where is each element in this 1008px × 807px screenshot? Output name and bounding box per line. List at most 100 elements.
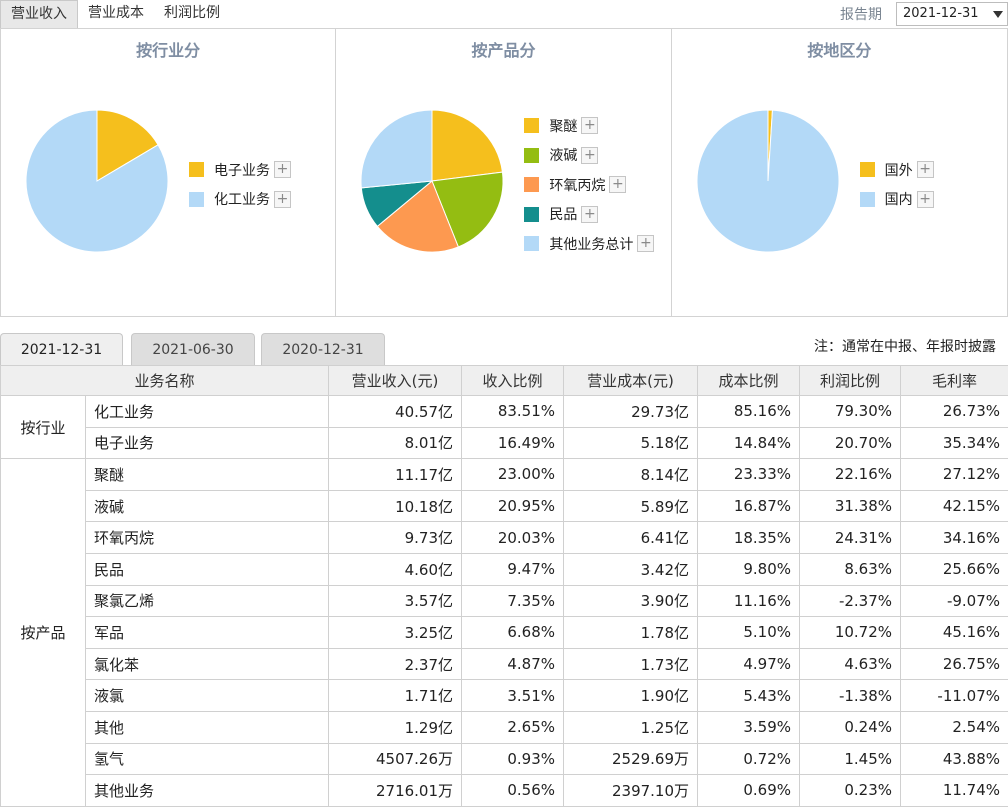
business-name-cell: 军品: [86, 617, 329, 649]
column-header[interactable]: 业务名称: [1, 366, 329, 396]
value-cell: 2397.10万: [564, 775, 698, 807]
value-cell: 0.72%: [698, 743, 800, 775]
business-name-cell: 民品: [86, 553, 329, 585]
value-cell: 8.14亿: [564, 459, 698, 491]
expand-plus-icon[interactable]: +: [581, 117, 598, 134]
business-name-cell: 其他: [86, 711, 329, 743]
expand-plus-icon[interactable]: +: [274, 191, 291, 208]
value-cell: 42.15%: [901, 490, 1008, 522]
value-cell: 1.78亿: [564, 617, 698, 649]
value-cell: 1.73亿: [564, 648, 698, 680]
value-cell: 35.34%: [901, 427, 1008, 459]
value-cell: 9.73亿: [329, 522, 462, 554]
value-cell: 0.23%: [800, 775, 901, 807]
value-cell: 5.43%: [698, 680, 800, 712]
value-cell: 26.75%: [901, 648, 1008, 680]
legend-label: 液碱: [549, 145, 577, 165]
business-name-cell: 氢气: [86, 743, 329, 775]
value-cell: 22.16%: [800, 459, 901, 491]
column-header[interactable]: 营业收入(元): [329, 366, 462, 396]
value-cell: 2.65%: [462, 711, 564, 743]
value-cell: 5.10%: [698, 617, 800, 649]
value-cell: 16.87%: [698, 490, 800, 522]
legend-item[interactable]: 国外 +: [860, 155, 934, 185]
legend-item[interactable]: 环氧丙烷 +: [524, 170, 654, 200]
pie-slice[interactable]: [361, 110, 432, 188]
value-cell: -9.07%: [901, 585, 1008, 617]
value-cell: 16.49%: [462, 427, 564, 459]
value-cell: 4.63%: [800, 648, 901, 680]
chart-by-industry: 按行业分 电子业务 + 化工业务 +: [1, 29, 336, 316]
pie-region: [672, 29, 1008, 316]
business-name-cell: 环氧丙烷: [86, 522, 329, 554]
value-cell: 8.01亿: [329, 427, 462, 459]
top-tabs: 营业收入 营业成本 利润比例: [0, 0, 230, 28]
expand-plus-icon[interactable]: +: [581, 147, 598, 164]
value-cell: 3.51%: [462, 680, 564, 712]
column-header[interactable]: 收入比例: [462, 366, 564, 396]
business-name-cell: 聚氯乙烯: [86, 585, 329, 617]
value-cell: 83.51%: [462, 396, 564, 428]
business-name-cell: 化工业务: [86, 396, 329, 428]
value-cell: 85.16%: [698, 396, 800, 428]
row-group-label: 按行业: [1, 396, 86, 459]
value-cell: 23.00%: [462, 459, 564, 491]
value-cell: 9.80%: [698, 553, 800, 585]
expand-plus-icon[interactable]: +: [637, 235, 654, 252]
column-header[interactable]: 营业成本(元): [564, 366, 698, 396]
chart-by-region: 按地区分 国外 + 国内 +: [672, 29, 1007, 316]
expand-plus-icon[interactable]: +: [917, 161, 934, 178]
tab-profit-ratio[interactable]: 利润比例: [154, 0, 230, 28]
legend-label: 国内: [885, 189, 913, 209]
business-name-cell: 液氯: [86, 680, 329, 712]
value-cell: 1.90亿: [564, 680, 698, 712]
tab-period-2020-12-31[interactable]: 2020-12-31: [261, 333, 385, 365]
column-header[interactable]: 利润比例: [800, 366, 901, 396]
value-cell: 3.57亿: [329, 585, 462, 617]
expand-plus-icon[interactable]: +: [581, 206, 598, 223]
value-cell: 2.37亿: [329, 648, 462, 680]
legend-item[interactable]: 聚醚 +: [524, 111, 654, 141]
value-cell: 23.33%: [698, 459, 800, 491]
expand-plus-icon[interactable]: +: [609, 176, 626, 193]
legend-label: 化工业务: [214, 189, 270, 209]
legend-label: 其他业务总计: [549, 234, 633, 254]
legend-label: 民品: [549, 204, 577, 224]
legend-item[interactable]: 化工业务 +: [189, 185, 291, 215]
legend-item[interactable]: 电子业务 +: [189, 155, 291, 185]
tab-revenue[interactable]: 营业收入: [0, 0, 78, 28]
legend-swatch: [524, 118, 539, 133]
legend-item[interactable]: 其他业务总计 +: [524, 229, 654, 259]
tab-period-2021-06-30[interactable]: 2021-06-30: [131, 333, 255, 365]
tab-cost[interactable]: 营业成本: [78, 0, 154, 28]
row-group-label: 按产品: [1, 459, 86, 807]
expand-plus-icon[interactable]: +: [917, 191, 934, 208]
expand-plus-icon[interactable]: +: [274, 161, 291, 178]
value-cell: 27.12%: [901, 459, 1008, 491]
legend-label: 电子业务: [214, 160, 270, 180]
value-cell: 14.84%: [698, 427, 800, 459]
report-period-select[interactable]: 2021-12-31: [896, 2, 1008, 26]
pie-slice[interactable]: [432, 110, 502, 181]
value-cell: 20.95%: [462, 490, 564, 522]
legend-item[interactable]: 民品 +: [524, 200, 654, 230]
legend-item[interactable]: 液碱 +: [524, 141, 654, 171]
legend-item[interactable]: 国内 +: [860, 185, 934, 215]
value-cell: 25.66%: [901, 553, 1008, 585]
pie-slice[interactable]: [697, 110, 839, 252]
column-header[interactable]: 毛利率: [901, 366, 1008, 396]
legend-swatch: [860, 162, 875, 177]
tab-period-2021-12-31[interactable]: 2021-12-31: [0, 333, 123, 365]
value-cell: 31.38%: [800, 490, 901, 522]
value-cell: 2529.69万: [564, 743, 698, 775]
value-cell: 1.71亿: [329, 680, 462, 712]
value-cell: 3.90亿: [564, 585, 698, 617]
value-cell: 20.70%: [800, 427, 901, 459]
legend-label: 环氧丙烷: [549, 175, 605, 195]
column-header[interactable]: 成本比例: [698, 366, 800, 396]
